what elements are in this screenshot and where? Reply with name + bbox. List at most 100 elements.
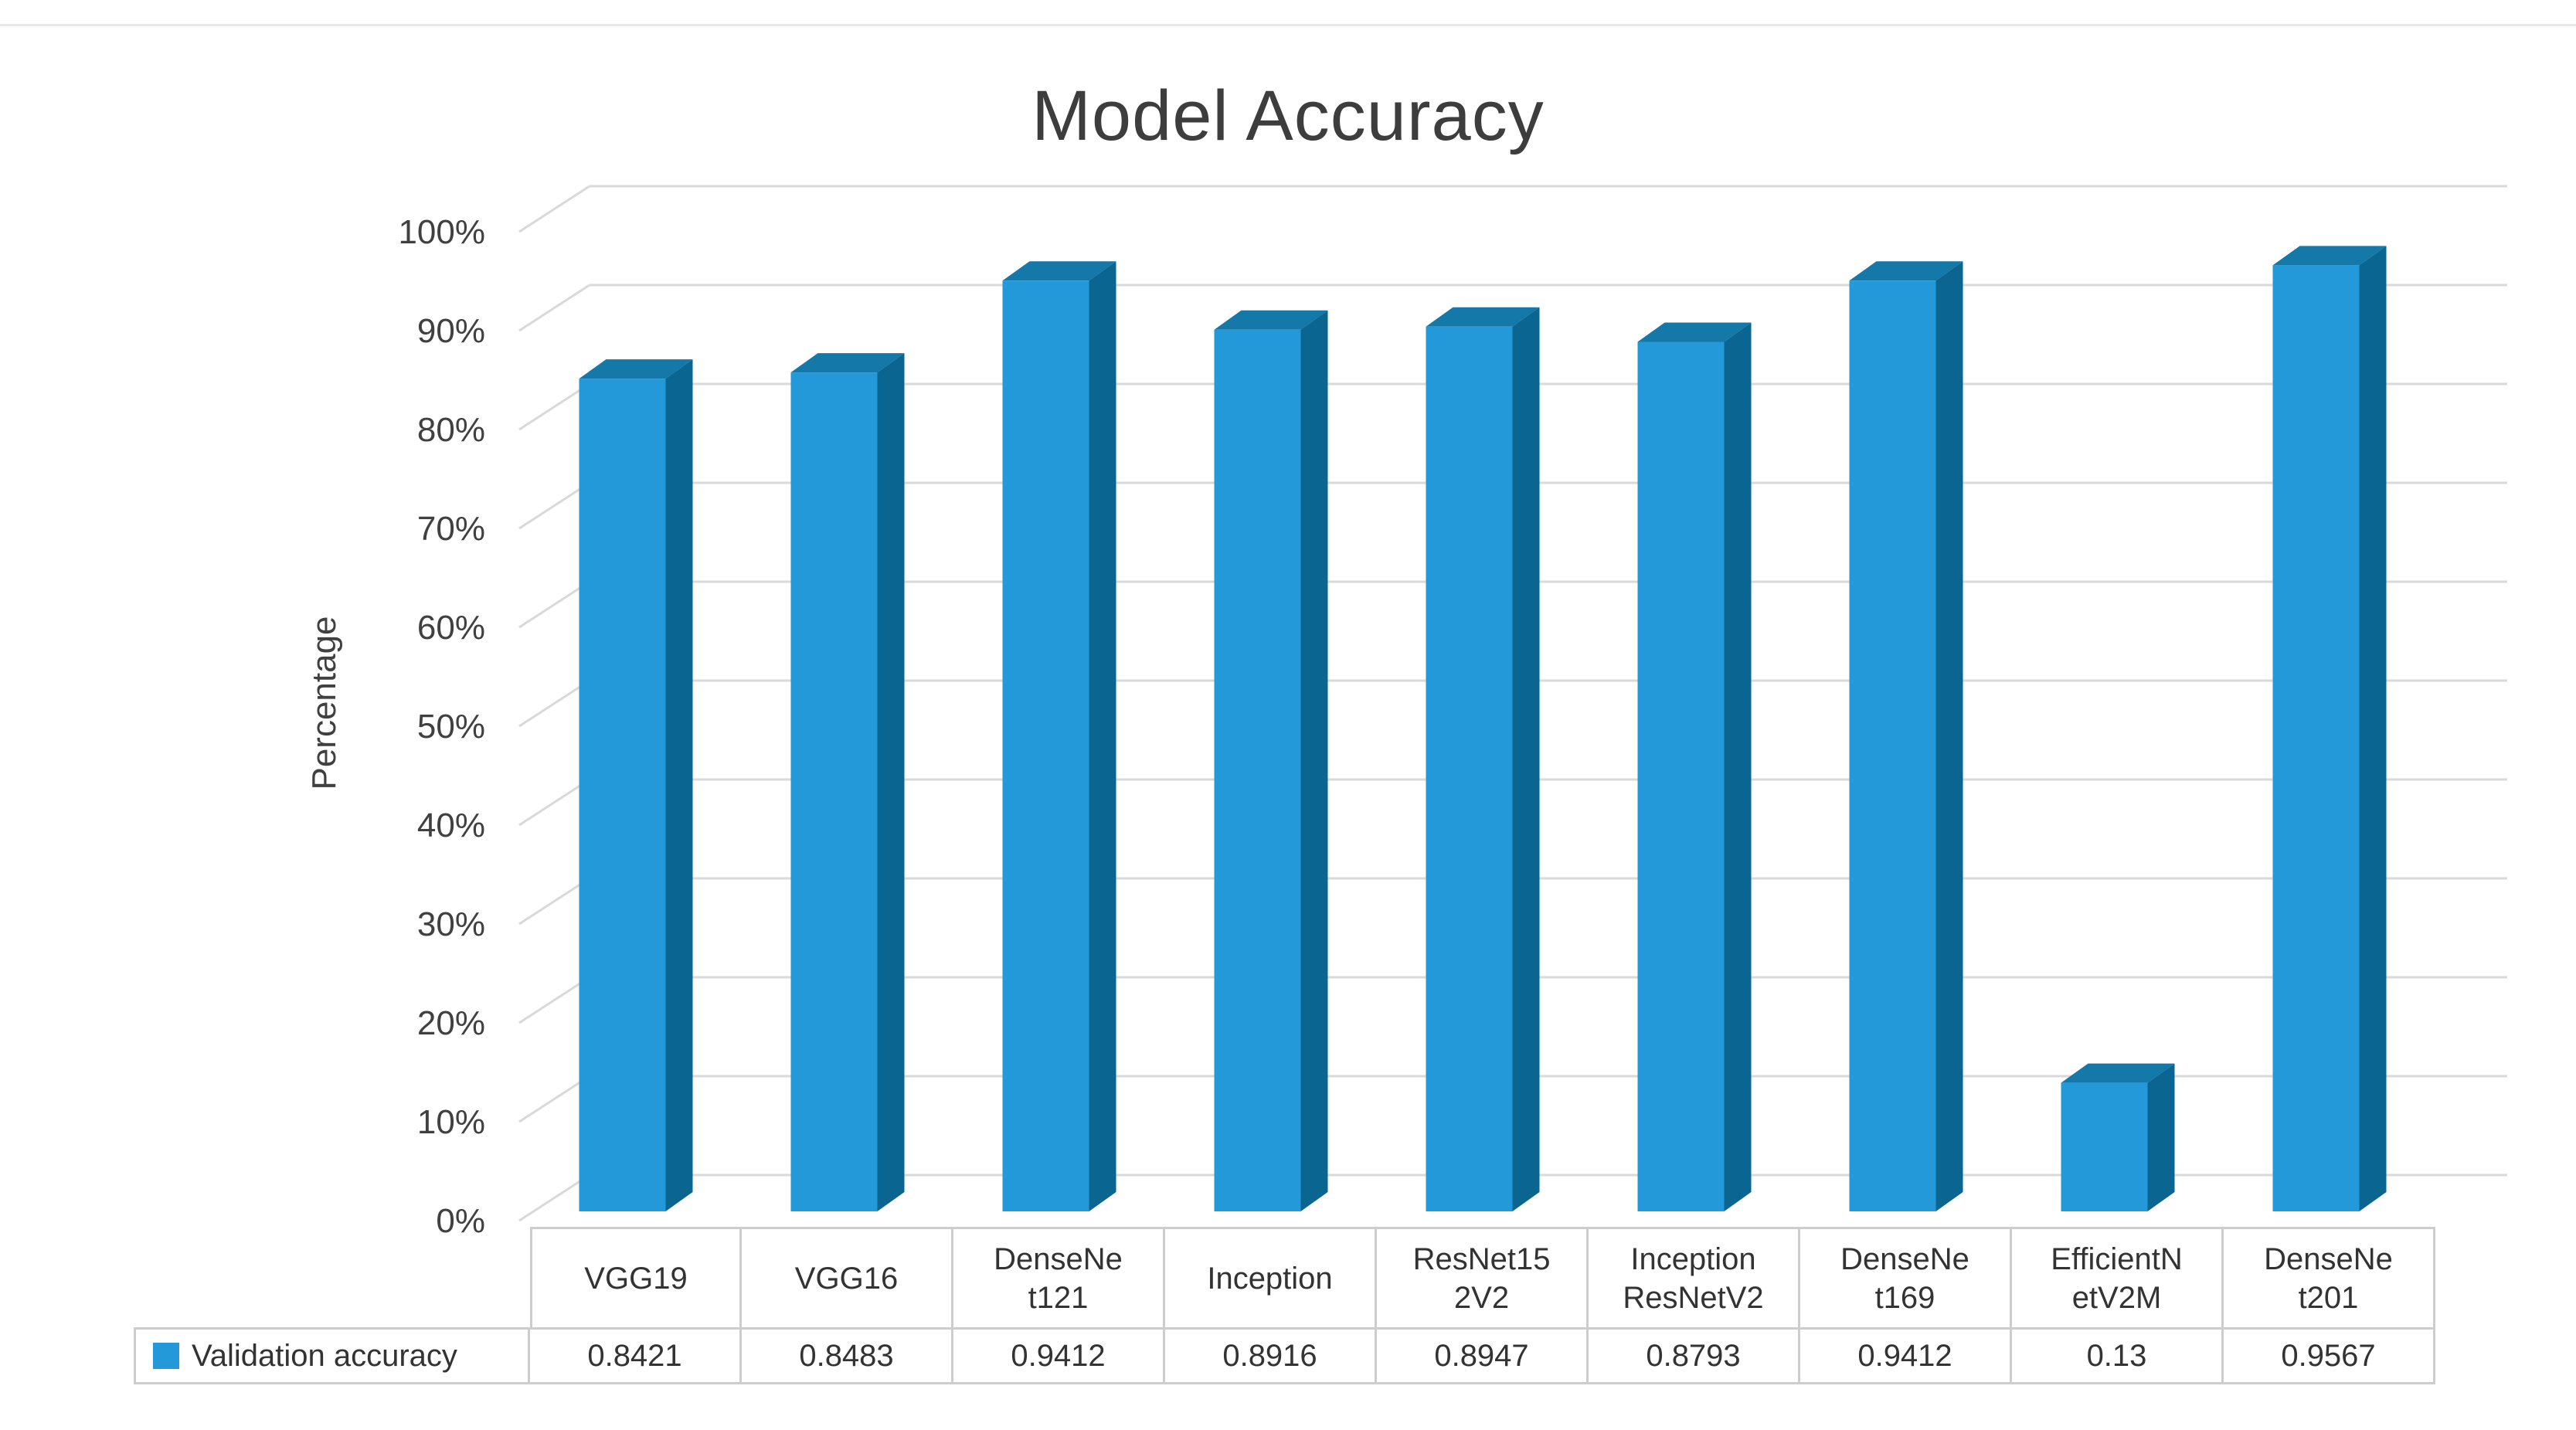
bar-side-face bbox=[2359, 246, 2387, 1211]
bar-side-face bbox=[2147, 1063, 2175, 1211]
category-label-line: VGG16 bbox=[794, 1261, 899, 1296]
gridline-depth-segment bbox=[518, 185, 590, 233]
bar-top-face bbox=[579, 359, 693, 379]
y-tick-label: 90% bbox=[417, 312, 485, 350]
value-cell-DenseNet169: 0.9412 bbox=[1800, 1327, 2012, 1384]
bar-ResNet152V2 bbox=[1426, 307, 1540, 1212]
gridline-depth-segment bbox=[518, 1174, 590, 1222]
y-tick-label: 50% bbox=[417, 708, 485, 746]
category-label-line: etV2M bbox=[2071, 1280, 2162, 1315]
bar-top-face bbox=[2272, 246, 2387, 266]
bar-Inception bbox=[1214, 310, 1328, 1212]
gridline-depth-segment bbox=[518, 1075, 590, 1123]
bar-side-face bbox=[665, 359, 693, 1211]
y-tick-label: 80% bbox=[417, 411, 485, 449]
y-tick-label: 70% bbox=[417, 510, 485, 548]
bar-top-face bbox=[2061, 1063, 2175, 1083]
y-tick-label: 0% bbox=[436, 1202, 485, 1240]
bar-VGG19 bbox=[579, 359, 693, 1211]
gridline-depth-segment bbox=[518, 284, 590, 332]
bar-front-face bbox=[2061, 1082, 2148, 1211]
bar-front-face bbox=[2272, 265, 2360, 1211]
bar-side-face bbox=[1300, 310, 1328, 1212]
bar-InceptionResNetV2 bbox=[1637, 322, 1752, 1212]
bar-top-face bbox=[1214, 310, 1328, 330]
category-cell-VGG16: VGG16 bbox=[742, 1227, 953, 1327]
chart-title: Model Accuracy bbox=[1031, 76, 1545, 155]
bar-top-face bbox=[1637, 322, 1752, 342]
legend-item: Validation accuracy bbox=[134, 1327, 530, 1384]
category-label-line: DenseNe bbox=[2264, 1241, 2393, 1276]
category-cell-VGG19: VGG19 bbox=[530, 1227, 742, 1327]
bar-DenseNet121 bbox=[1002, 261, 1116, 1211]
category-cell-DenseNet169: DenseNe t169 bbox=[1800, 1227, 2012, 1327]
value-cell-InceptionResNetV2: 0.8793 bbox=[1589, 1327, 1800, 1384]
bar-side-face bbox=[1935, 261, 1963, 1211]
category-label-line: DenseNe bbox=[994, 1241, 1123, 1276]
bar-top-face bbox=[1849, 261, 1963, 281]
bar-side-face bbox=[1724, 322, 1752, 1212]
bar-front-face bbox=[1214, 329, 1301, 1212]
y-axis-title: Percentage bbox=[305, 616, 343, 790]
bar-front-face bbox=[1637, 341, 1725, 1212]
bar-side-face bbox=[877, 353, 905, 1211]
gridline-depth-segment bbox=[518, 580, 590, 629]
bar-front-face bbox=[1002, 280, 1089, 1211]
category-cell-DenseNet201: DenseNe t201 bbox=[2224, 1227, 2435, 1327]
gridline-depth-segment bbox=[518, 877, 590, 926]
bar-VGG16 bbox=[790, 353, 905, 1211]
bar-side-face bbox=[1512, 307, 1540, 1212]
data-table: VGG19 VGG16 DenseNe t121 Inception ResNet15 2V… bbox=[134, 1227, 2435, 1384]
category-label-line: ResNet15 bbox=[1412, 1241, 1551, 1276]
gridline-depth-segment bbox=[518, 976, 590, 1024]
y-tick-label: 100% bbox=[398, 213, 485, 251]
gridline-depth-segment bbox=[518, 778, 590, 827]
category-cell-ResNet152V2: ResNet15 2V2 bbox=[1377, 1227, 1589, 1327]
bar-front-face bbox=[579, 379, 666, 1211]
gridline-depth-segment bbox=[518, 679, 590, 728]
bar-DenseNet201 bbox=[2272, 246, 2387, 1211]
value-cell-DenseNet201: 0.9567 bbox=[2224, 1327, 2435, 1384]
category-label-line: DenseNe bbox=[1840, 1241, 1969, 1276]
value-cell-ResNet152V2: 0.8947 bbox=[1377, 1327, 1589, 1384]
bar-EfficientNetV2M bbox=[2061, 1063, 2175, 1211]
y-tick-label: 60% bbox=[417, 609, 485, 647]
value-cell-DenseNet121: 0.9412 bbox=[953, 1327, 1165, 1384]
bar-front-face bbox=[790, 372, 878, 1211]
category-label-line: VGG19 bbox=[584, 1261, 688, 1296]
y-tick-label: 30% bbox=[417, 905, 485, 943]
value-cell-EfficientNetV2M: 0.13 bbox=[2012, 1327, 2224, 1384]
bar-DenseNet169 bbox=[1849, 261, 1963, 1211]
bar-top-face bbox=[1002, 261, 1116, 281]
bar-front-face bbox=[1849, 280, 1936, 1211]
y-tick-label: 20% bbox=[417, 1004, 485, 1042]
value-cell-VGG16: 0.8483 bbox=[742, 1327, 953, 1384]
bar-side-face bbox=[1089, 261, 1116, 1211]
value-cell-VGG19: 0.8421 bbox=[530, 1327, 742, 1384]
bar-top-face bbox=[1426, 307, 1540, 327]
top-divider-rule bbox=[0, 24, 2576, 26]
gridline-depth-segment bbox=[518, 481, 590, 530]
category-label-line: ResNetV2 bbox=[1623, 1280, 1764, 1315]
value-cell-Inception: 0.8916 bbox=[1165, 1327, 1377, 1384]
category-label-line: t201 bbox=[2298, 1280, 2359, 1315]
bar-front-face bbox=[1426, 326, 1513, 1212]
legend-header-spacer bbox=[134, 1227, 530, 1327]
category-label-line: 2V2 bbox=[1453, 1280, 1510, 1315]
category-label-line: t169 bbox=[1874, 1280, 1935, 1315]
category-label-line: t121 bbox=[1028, 1280, 1089, 1315]
category-cell-InceptionResNetV2: Inception ResNetV2 bbox=[1589, 1227, 1800, 1327]
category-label-line: Inception bbox=[1207, 1261, 1333, 1296]
gridline-depth-segment bbox=[518, 382, 590, 431]
legend-swatch bbox=[153, 1343, 179, 1369]
category-label-line: Inception bbox=[1630, 1241, 1756, 1276]
category-cell-Inception: Inception bbox=[1165, 1227, 1377, 1327]
category-label-line: EfficientN bbox=[2051, 1241, 2183, 1276]
bar-top-face bbox=[790, 353, 905, 373]
category-cell-DenseNet121: DenseNe t121 bbox=[953, 1227, 1165, 1327]
category-cell-EfficientNetV2M: EfficientN etV2M bbox=[2012, 1227, 2224, 1327]
y-tick-label: 40% bbox=[417, 807, 485, 844]
legend-label: Validation accuracy bbox=[192, 1339, 457, 1373]
